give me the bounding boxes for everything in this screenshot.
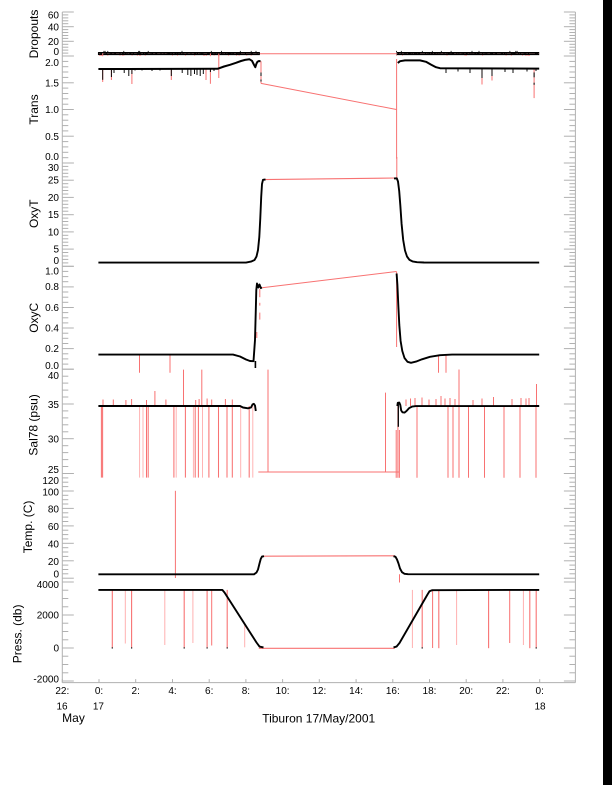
svg-text:22:: 22: — [496, 686, 510, 697]
svg-text:8:: 8: — [242, 686, 250, 697]
svg-text:0.2: 0.2 — [45, 344, 59, 355]
svg-text:2:: 2: — [132, 686, 140, 697]
svg-text:4:: 4: — [168, 686, 176, 697]
svg-text:4000: 4000 — [37, 580, 60, 591]
svg-text:30: 30 — [48, 435, 60, 446]
svg-text:18:: 18: — [423, 686, 437, 697]
svg-text:Trans: Trans — [27, 94, 41, 124]
svg-text:0:: 0: — [95, 686, 103, 697]
svg-text:25: 25 — [48, 176, 60, 187]
svg-text:60: 60 — [48, 11, 60, 22]
svg-text:60: 60 — [48, 522, 60, 533]
svg-text:0: 0 — [53, 644, 59, 655]
svg-text:12:: 12: — [312, 686, 326, 697]
svg-text:Press. (db): Press. (db) — [11, 605, 25, 664]
svg-text:120: 120 — [42, 476, 59, 487]
svg-text:Sal78 (psu): Sal78 (psu) — [27, 394, 41, 455]
svg-text:0.8: 0.8 — [45, 282, 59, 293]
svg-text:Dropouts: Dropouts — [27, 10, 41, 59]
svg-text:15: 15 — [48, 210, 60, 221]
svg-text:80: 80 — [48, 505, 60, 516]
svg-text:0: 0 — [53, 256, 59, 267]
svg-text:25: 25 — [48, 465, 60, 476]
svg-text:1.0: 1.0 — [45, 105, 59, 116]
svg-text:May: May — [62, 711, 85, 725]
svg-text:-2000: -2000 — [33, 675, 59, 686]
svg-text:1.0: 1.0 — [45, 267, 59, 278]
svg-text:16: 16 — [56, 702, 68, 713]
svg-text:0: 0 — [53, 570, 59, 581]
svg-text:2.0: 2.0 — [45, 58, 59, 69]
svg-text:20: 20 — [48, 37, 60, 48]
svg-text:0.6: 0.6 — [45, 303, 59, 314]
svg-text:22:: 22: — [55, 686, 69, 697]
svg-text:5: 5 — [53, 244, 59, 255]
svg-text:40: 40 — [48, 371, 60, 382]
svg-text:40: 40 — [48, 540, 60, 551]
svg-text:40: 40 — [48, 22, 60, 33]
svg-text:0.0: 0.0 — [45, 152, 59, 163]
svg-text:2000: 2000 — [37, 611, 60, 622]
svg-text:10:: 10: — [276, 686, 290, 697]
svg-text:0: 0 — [53, 47, 59, 58]
svg-text:100: 100 — [42, 488, 59, 499]
svg-text:Tiburon 17/May/2001: Tiburon 17/May/2001 — [262, 711, 375, 725]
svg-text:OxyT: OxyT — [27, 199, 41, 228]
svg-text:35: 35 — [48, 400, 60, 411]
svg-text:1.5: 1.5 — [45, 79, 59, 90]
svg-text:17: 17 — [93, 702, 105, 713]
svg-text:16:: 16: — [386, 686, 400, 697]
svg-text:0.5: 0.5 — [45, 132, 59, 143]
svg-text:18: 18 — [534, 702, 546, 713]
svg-text:0.0: 0.0 — [45, 361, 59, 372]
svg-text:0:: 0: — [536, 686, 544, 697]
svg-text:Temp. (C): Temp. (C) — [21, 501, 35, 554]
svg-text:OxyC: OxyC — [27, 302, 41, 332]
svg-text:20: 20 — [48, 193, 60, 204]
svg-text:14:: 14: — [349, 686, 363, 697]
svg-text:20: 20 — [48, 557, 60, 568]
svg-text:6:: 6: — [205, 686, 213, 697]
svg-text:0.4: 0.4 — [45, 323, 59, 334]
svg-text:10: 10 — [48, 227, 60, 238]
svg-text:30: 30 — [48, 163, 60, 174]
svg-text:20:: 20: — [459, 686, 473, 697]
